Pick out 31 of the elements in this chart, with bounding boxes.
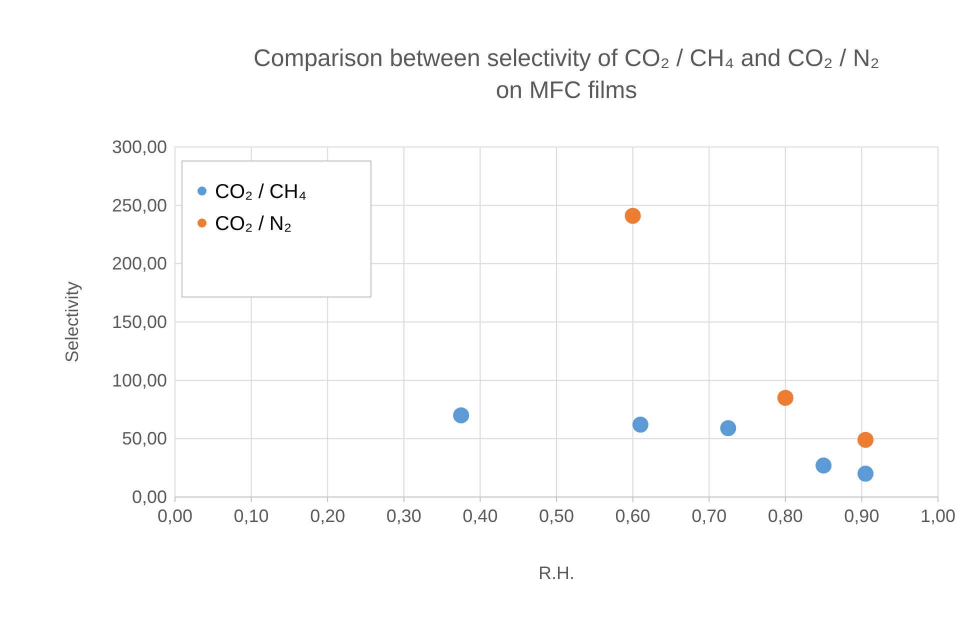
y-tick-label: 250,00 <box>112 195 167 216</box>
chart-title: Comparison between selectivity of CO₂ / CH₄ and CO₂ / N₂ on MFC films <box>254 45 880 104</box>
x-tick-label: 0,30 <box>386 506 422 526</box>
y-axis-title: Selectivity <box>62 281 82 363</box>
x-tick-label: 0,20 <box>310 506 346 526</box>
point <box>858 466 874 482</box>
x-tick-label: 0,10 <box>234 506 269 526</box>
legend-label: CO₂ / CH₄ <box>215 181 306 203</box>
y-tick-label: 200,00 <box>112 254 167 274</box>
x-tick-label: 0,50 <box>538 506 574 526</box>
y-tick-label: 100,00 <box>112 370 167 390</box>
legend-label: CO₂ / N₂ <box>215 213 292 235</box>
point <box>453 407 470 424</box>
x-tick-label: 0,80 <box>768 506 803 526</box>
point <box>632 416 648 433</box>
y-tick-label: 0,00 <box>132 487 167 507</box>
point <box>624 208 641 224</box>
x-tick-label: 0,70 <box>692 506 727 526</box>
x-tick-label: 1,00 <box>920 506 956 526</box>
point <box>777 390 794 406</box>
x-axis-title: R.H. <box>538 563 574 583</box>
x-tick-label: 0,60 <box>615 506 650 526</box>
x-tick-label: 0,00 <box>157 506 193 526</box>
y-tick-label: 150,00 <box>112 312 167 332</box>
y-tick-label: 300,00 <box>112 137 167 157</box>
point <box>816 458 832 474</box>
x-tick-label: 0,40 <box>462 506 498 526</box>
point <box>858 432 874 448</box>
point <box>720 420 736 436</box>
x-tick-label: 0,90 <box>844 506 880 526</box>
y-tick-label: 50,00 <box>122 428 167 449</box>
